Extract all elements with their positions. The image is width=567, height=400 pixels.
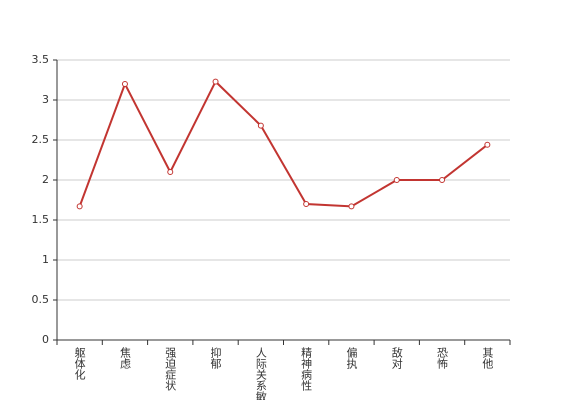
x-tick-label: 抑郁 [209,346,222,369]
y-tick-label: 1 [42,253,49,266]
x-tick-label: 恐怖 [436,347,449,369]
x-tick-label: 精神病性 [300,347,313,392]
y-tick-label: 0 [42,333,49,346]
y-tick-label: 2 [42,173,49,186]
point [484,141,491,148]
point [121,81,128,87]
point [76,203,83,210]
x-tick-label: 偏执 [345,346,358,370]
y-tick-label: 2.5 [32,133,50,146]
x-tick-label: 其他 [481,347,494,369]
x-tick-label: 躯体化 [73,347,86,381]
line [78,79,488,208]
point [439,177,446,183]
x-tick-label: 敌对 [390,346,403,369]
point [393,177,400,183]
point [348,203,355,210]
point [303,201,310,207]
x-tick-label: 焦虑 [118,347,131,369]
point [212,78,219,85]
point [167,169,174,175]
y-tick-label: 3 [42,93,49,106]
y-tick-label: 0.5 [32,293,50,306]
point [257,122,264,129]
y-tick-label: 1.5 [32,213,50,226]
x-tick-label: 人际关系敏感 [254,347,267,400]
x-tick-label: 强迫症状 [164,347,177,391]
y-tick-label: 3.5 [32,53,50,66]
